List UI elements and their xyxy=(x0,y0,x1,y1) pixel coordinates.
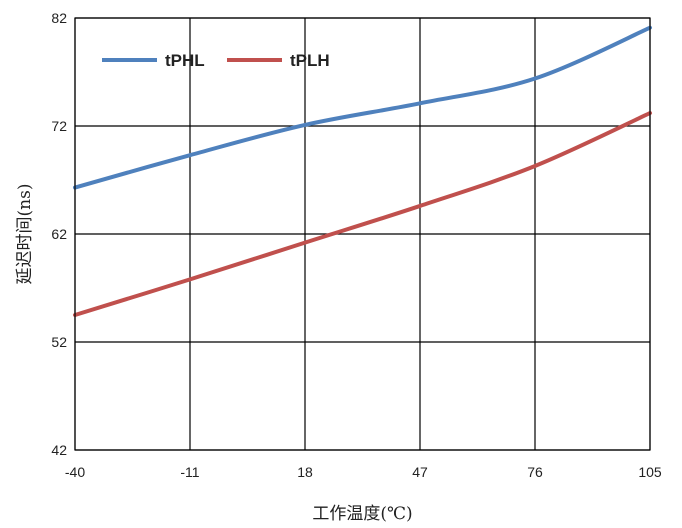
x-tick-label: -40 xyxy=(65,464,85,480)
y-axis-label: 延迟时间(ns) xyxy=(15,184,35,285)
y-tick-labels: 42 52 62 72 82 xyxy=(51,10,67,458)
x-tick-labels: -40 -11 18 47 76 105 xyxy=(65,464,662,480)
series-layer xyxy=(73,25,652,317)
y-tick-label: 52 xyxy=(51,334,67,350)
y-tick-label: 72 xyxy=(51,118,67,134)
series-line-tPHL xyxy=(73,25,652,190)
y-tick-label: 42 xyxy=(51,442,67,458)
x-tick-label: 105 xyxy=(638,464,662,480)
x-axis-label: 工作温度(℃) xyxy=(312,504,412,524)
legend-label-tPHL: tPHL xyxy=(165,51,205,70)
x-tick-label: 76 xyxy=(527,464,543,480)
x-tick-label: -11 xyxy=(180,464,199,480)
legend-label-tPLH: tPLH xyxy=(290,51,330,70)
legend: tPHL tPLH xyxy=(102,51,330,70)
series-line-tPLH xyxy=(73,111,652,317)
x-tick-label: 18 xyxy=(297,464,313,480)
y-tick-label: 82 xyxy=(51,10,67,26)
y-tick-label: 62 xyxy=(51,226,67,242)
grid-lines xyxy=(74,17,651,451)
x-tick-label: 47 xyxy=(412,464,428,480)
plot-frame xyxy=(74,17,651,451)
